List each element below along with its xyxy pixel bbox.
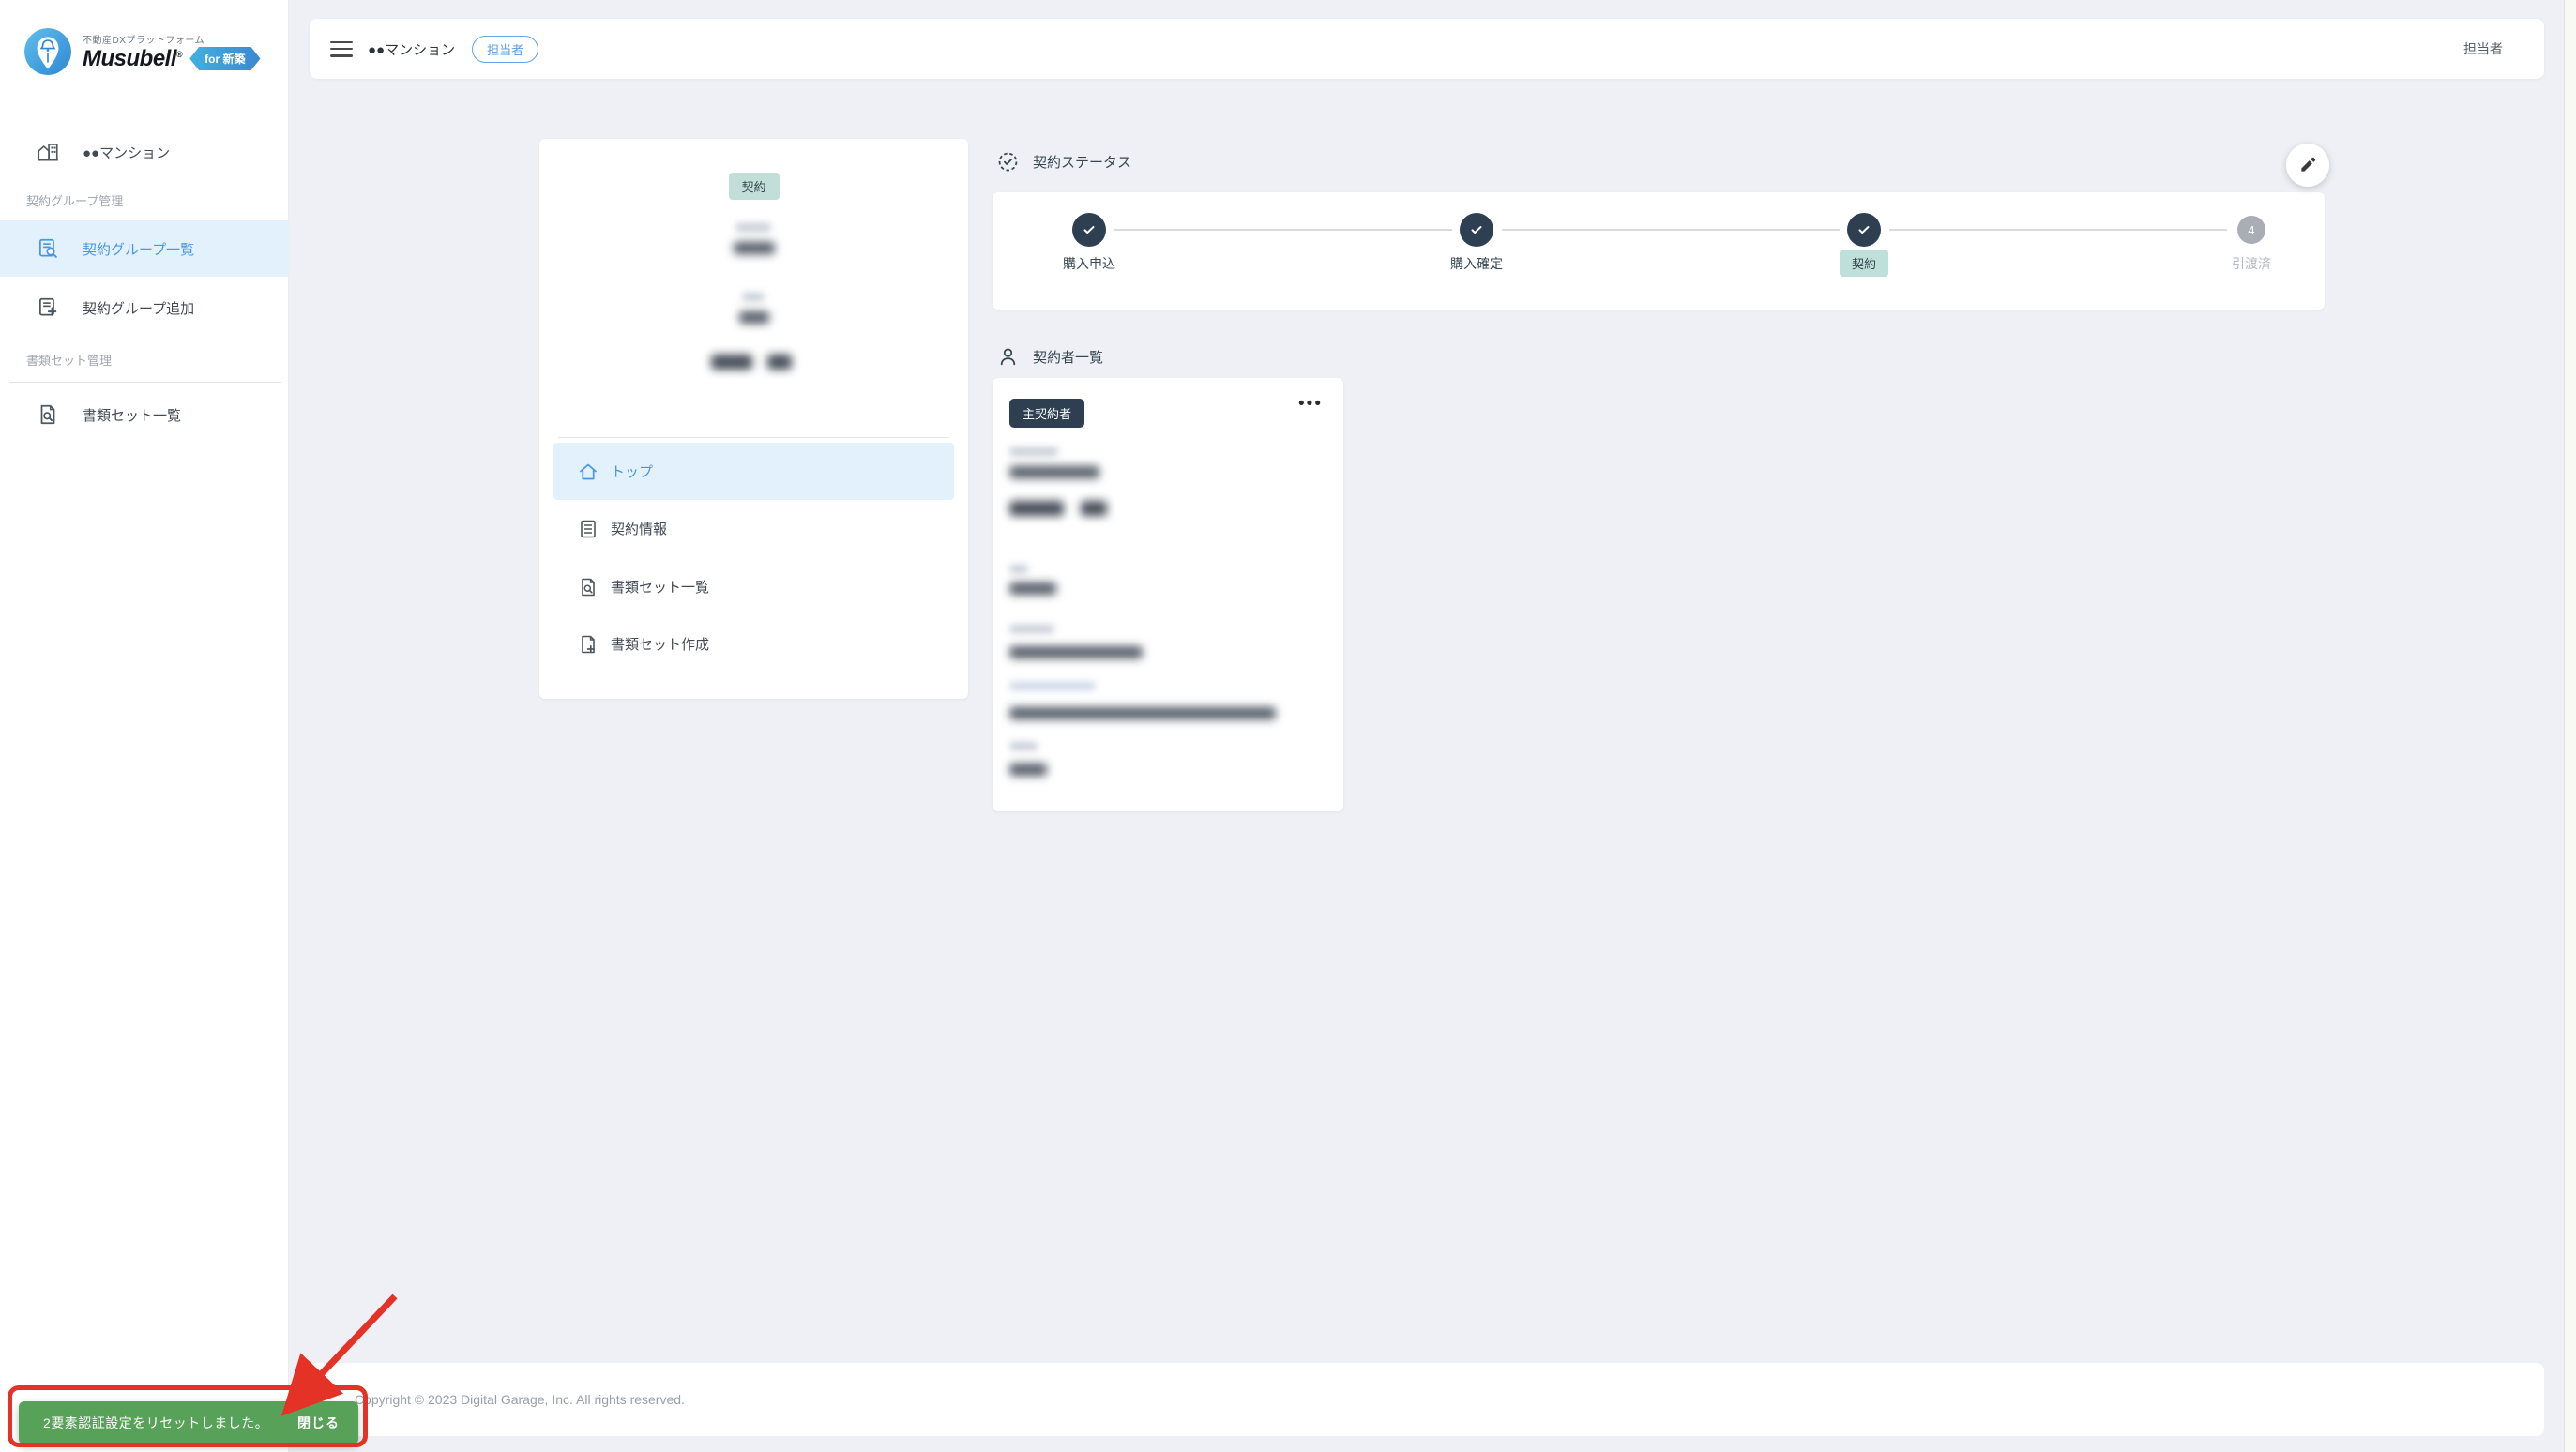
step-label-purchase-application: 購入申込 (1063, 256, 1115, 271)
brand-reg-mark: ® (176, 49, 183, 59)
redacted-name (711, 355, 752, 370)
check-icon (1083, 226, 1095, 234)
scrollbar[interactable] (2564, 0, 2576, 1452)
step-label-contract-current: 契約 (1840, 250, 1889, 277)
sidebar-item-project-label: ●●マンション (83, 144, 171, 161)
redacted-value (1009, 646, 1143, 658)
toast-snackbar: 2要素認証設定をリセットしました。 閉じる (19, 1401, 358, 1444)
card-menu-contract-info-label: 契約情報 (611, 522, 668, 537)
pen-nib-bell-icon (24, 28, 71, 75)
redacted-value (1009, 707, 1276, 719)
brand-platform-label: 不動産DXプラットフォーム (83, 35, 205, 46)
sidebar-item-contract-group-list-label: 契約グループ一覧 (83, 241, 195, 258)
book-search-icon (582, 578, 595, 596)
step-number: 4 (2248, 222, 2255, 237)
step-label-delivered: 引渡済 (2232, 256, 2271, 271)
sidebar: 不動産DXプラットフォーム Musubell® for 新築 ●●マンション 契… (0, 0, 289, 1452)
card-menu-document-set-list[interactable]: 書類セット一覧 (553, 558, 954, 615)
status-section-title: 契約ステータス (1033, 155, 1132, 171)
sidebar-item-contract-group-add-label: 契約グループ追加 (83, 300, 195, 317)
brand-text: 不動産DXプラットフォーム Musubell® for 新築 (83, 32, 261, 72)
status-stepper-card: 4 購入申込 購入確定 契約 引渡済 (993, 192, 2325, 310)
redacted-label (1009, 682, 1096, 690)
hamburger-icon[interactable] (330, 40, 353, 57)
sidebar-divider (9, 382, 281, 383)
check-circle-icon (998, 152, 1018, 172)
redacted-value (1009, 764, 1047, 776)
redacted-label (1009, 447, 1058, 456)
brand-edition-badge: for 新築 (189, 47, 260, 70)
card-menu-document-set-create[interactable]: 書類セット作成 (553, 615, 954, 673)
check-icon (1471, 226, 1482, 234)
redacted-value (734, 242, 775, 254)
book-search-icon (40, 404, 55, 425)
card-menu-top-label: トップ (611, 464, 654, 480)
sidebar-item-contract-group-list[interactable]: 契約グループ一覧 (0, 220, 289, 277)
edit-status-button[interactable] (2286, 144, 2329, 187)
primary-contractor-badge: 主契約者 (1009, 399, 1085, 428)
stepper-connector (1114, 229, 1452, 231)
user-menu[interactable]: 担当者 (2463, 41, 2503, 56)
card-menu-top[interactable]: トップ (553, 443, 954, 500)
redacted-value (1009, 582, 1056, 595)
role-badge: 担当者 (472, 35, 539, 63)
stepper-connector (1889, 229, 2227, 231)
sidebar-item-document-set-list-label: 書類セット一覧 (83, 407, 182, 424)
book-add-icon (582, 635, 595, 653)
status-section-header: 契約ステータス (996, 150, 1131, 174)
card-divider (558, 437, 949, 438)
person-icon (1000, 348, 1016, 366)
sidebar-item-contract-group-add[interactable]: 契約グループ追加 (0, 281, 289, 334)
toast-message: 2要素認証設定をリセットしました。 (43, 1415, 269, 1430)
sidebar-item-document-set-list[interactable]: 書類セット一覧 (0, 388, 289, 441)
sidebar-section-contract-groups: 契約グループ管理 (26, 194, 124, 208)
page-title: ●●マンション (368, 41, 456, 58)
contractors-section-header: 契約者一覧 (996, 345, 1103, 369)
brand-logo[interactable]: 不動産DXプラットフォーム Musubell® for 新築 (24, 28, 261, 75)
ellipsis-icon[interactable]: ••• (1298, 394, 1323, 414)
redacted-name (767, 355, 792, 370)
step-label-purchase-confirmed: 購入確定 (1450, 256, 1503, 271)
step-circle-done (1460, 213, 1493, 247)
card-menu-document-set-list-label: 書類セット一覧 (611, 580, 710, 596)
redacted-name (1009, 501, 1064, 516)
redacted-label (742, 293, 765, 301)
redacted-label (735, 223, 771, 232)
sidebar-section-document-sets: 書類セット管理 (26, 354, 113, 368)
topbar: ●●マンション 担当者 担当者 (310, 19, 2544, 79)
stepper-connector (1502, 229, 1840, 231)
card-menu-contract-info[interactable]: 契約情報 (553, 500, 954, 557)
redacted-name (1081, 501, 1107, 516)
redacted-label (1009, 565, 1028, 573)
document-icon (581, 520, 596, 537)
contractors-section-title: 契約者一覧 (1033, 350, 1104, 366)
building-icon (38, 144, 58, 161)
contractor-card: 主契約者 ••• (993, 378, 1343, 811)
redacted-label (1009, 625, 1054, 633)
document-add-icon (39, 297, 57, 316)
pencil-icon (2301, 157, 2316, 172)
contract-summary-card: 契約 トップ 契約情報 (539, 139, 968, 699)
redacted-value (1009, 466, 1099, 478)
redacted-label (1009, 742, 1038, 750)
footer: Copyright © 2023 Digital Garage, Inc. Al… (310, 1363, 2544, 1436)
home-icon (580, 463, 597, 479)
step-circle-done (1072, 213, 1106, 247)
brand-name: Musubell® (83, 45, 183, 71)
toast-close-button[interactable]: 閉じる (297, 1415, 340, 1430)
step-circle-pending: 4 (2237, 216, 2265, 244)
sidebar-item-project[interactable]: ●●マンション (0, 128, 289, 176)
document-search-icon (39, 238, 57, 258)
contract-status-chip: 契約 (728, 173, 780, 200)
copyright-text: Copyright © 2023 Digital Garage, Inc. Al… (355, 1392, 685, 1407)
card-menu-document-set-create-label: 書類セット作成 (611, 637, 710, 653)
redacted-value (739, 311, 769, 324)
step-circle-current (1847, 213, 1881, 247)
check-icon (1858, 226, 1870, 234)
